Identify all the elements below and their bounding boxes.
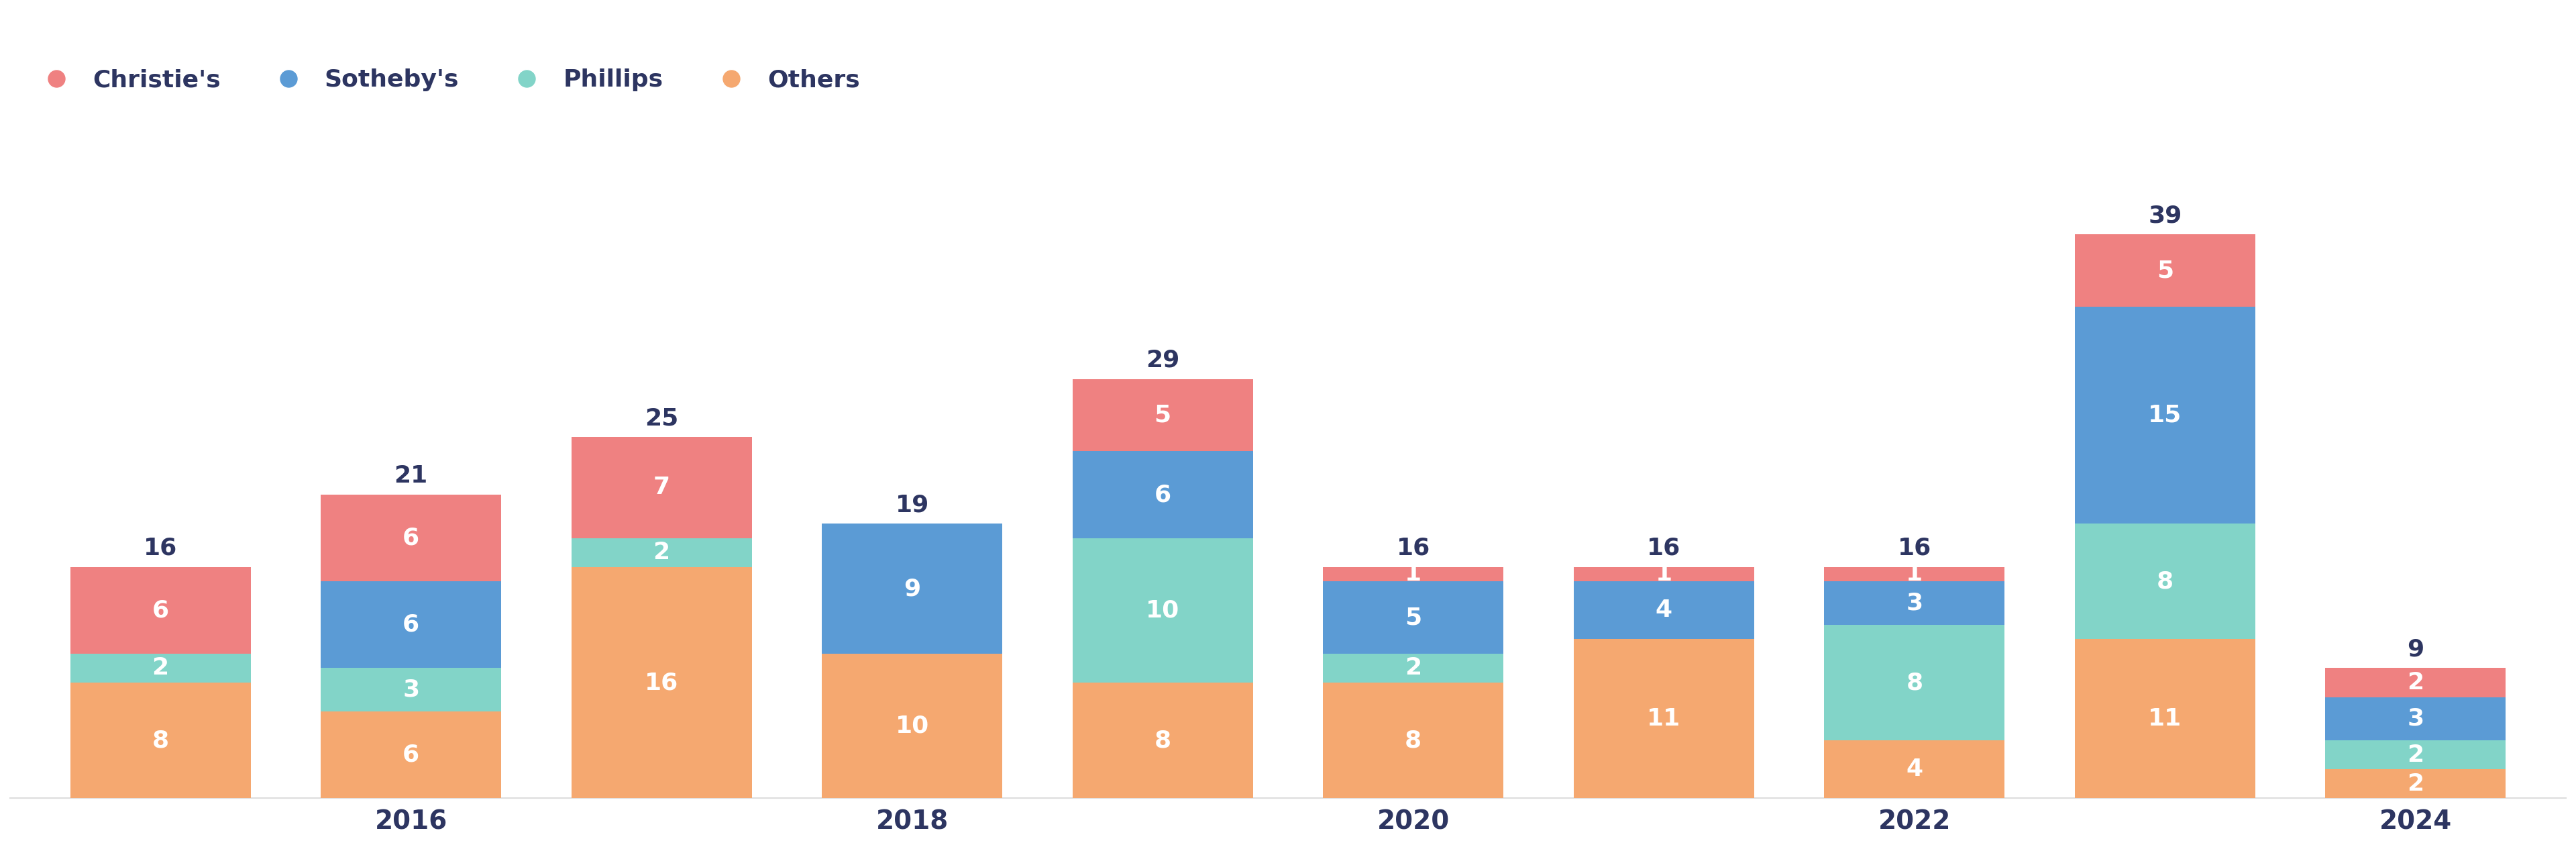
Text: 16: 16 (1899, 537, 1932, 559)
Text: 16: 16 (144, 537, 178, 559)
Bar (822, 524, 1002, 654)
Bar (70, 683, 250, 799)
Bar (572, 538, 752, 567)
Bar (1072, 538, 1252, 683)
Bar (1324, 581, 1504, 654)
Text: 1: 1 (1404, 563, 1422, 586)
Text: 8: 8 (152, 729, 170, 752)
Bar (2326, 697, 2506, 740)
Text: 2: 2 (2406, 671, 2424, 694)
Text: 8: 8 (2156, 570, 2174, 593)
Bar (1072, 379, 1252, 451)
Text: 2: 2 (1404, 657, 1422, 679)
Bar (1824, 567, 2004, 581)
Bar (2326, 769, 2506, 799)
Text: 9: 9 (904, 577, 920, 600)
Bar (322, 581, 502, 668)
Legend: Christie's, Sotheby's, Phillips, Others: Christie's, Sotheby's, Phillips, Others (23, 59, 871, 101)
Text: 8: 8 (1154, 729, 1172, 752)
Text: 25: 25 (644, 406, 677, 429)
Bar (1072, 451, 1252, 538)
Bar (822, 654, 1002, 799)
Bar (322, 711, 502, 799)
Text: 2: 2 (654, 541, 670, 564)
Text: 10: 10 (1146, 599, 1180, 622)
Text: 8: 8 (1404, 729, 1422, 752)
Text: 1: 1 (1656, 563, 1672, 586)
Bar (70, 567, 250, 654)
Text: 9: 9 (2406, 638, 2424, 661)
Text: 39: 39 (2148, 204, 2182, 227)
Text: 4: 4 (1906, 758, 1922, 781)
Bar (1574, 639, 1754, 799)
Text: 4: 4 (1656, 599, 1672, 622)
Text: 8: 8 (1906, 671, 1922, 694)
Text: 3: 3 (402, 679, 420, 701)
Text: 10: 10 (896, 715, 930, 738)
Text: 21: 21 (394, 465, 428, 488)
Bar (572, 437, 752, 538)
Bar (1072, 683, 1252, 799)
Bar (2074, 639, 2254, 799)
Text: 11: 11 (2148, 707, 2182, 730)
Text: 11: 11 (1646, 707, 1680, 730)
Bar (1574, 567, 1754, 581)
Bar (1324, 683, 1504, 799)
Text: 5: 5 (2156, 259, 2174, 282)
Text: 6: 6 (1154, 483, 1172, 506)
Text: 7: 7 (654, 476, 670, 499)
Bar (1324, 567, 1504, 581)
Bar (322, 494, 502, 581)
Bar (2326, 740, 2506, 769)
Text: 16: 16 (1396, 537, 1430, 559)
Text: 1: 1 (1906, 563, 1922, 586)
Text: 19: 19 (896, 493, 930, 516)
Bar (1574, 581, 1754, 639)
Bar (70, 654, 250, 683)
Bar (2326, 668, 2506, 697)
Bar (572, 567, 752, 799)
Bar (1824, 624, 2004, 740)
Text: 3: 3 (1906, 592, 1922, 614)
Text: 15: 15 (2148, 404, 2182, 427)
Bar (2074, 234, 2254, 307)
Text: 3: 3 (2406, 707, 2424, 730)
Bar (322, 668, 502, 711)
Text: 16: 16 (1646, 537, 1680, 559)
Text: 29: 29 (1146, 349, 1180, 372)
Bar (1824, 740, 2004, 799)
Text: 16: 16 (644, 671, 677, 694)
Text: 2: 2 (152, 657, 170, 679)
Bar (2074, 524, 2254, 639)
Text: 2: 2 (2406, 744, 2424, 766)
Text: 5: 5 (1154, 404, 1172, 427)
Text: 6: 6 (402, 613, 420, 636)
Text: 6: 6 (152, 599, 170, 622)
Bar (1324, 654, 1504, 683)
Bar (1824, 581, 2004, 624)
Text: 6: 6 (402, 526, 420, 549)
Text: 5: 5 (1404, 606, 1422, 629)
Text: 6: 6 (402, 744, 420, 766)
Bar (2074, 307, 2254, 524)
Text: 2: 2 (2406, 772, 2424, 795)
